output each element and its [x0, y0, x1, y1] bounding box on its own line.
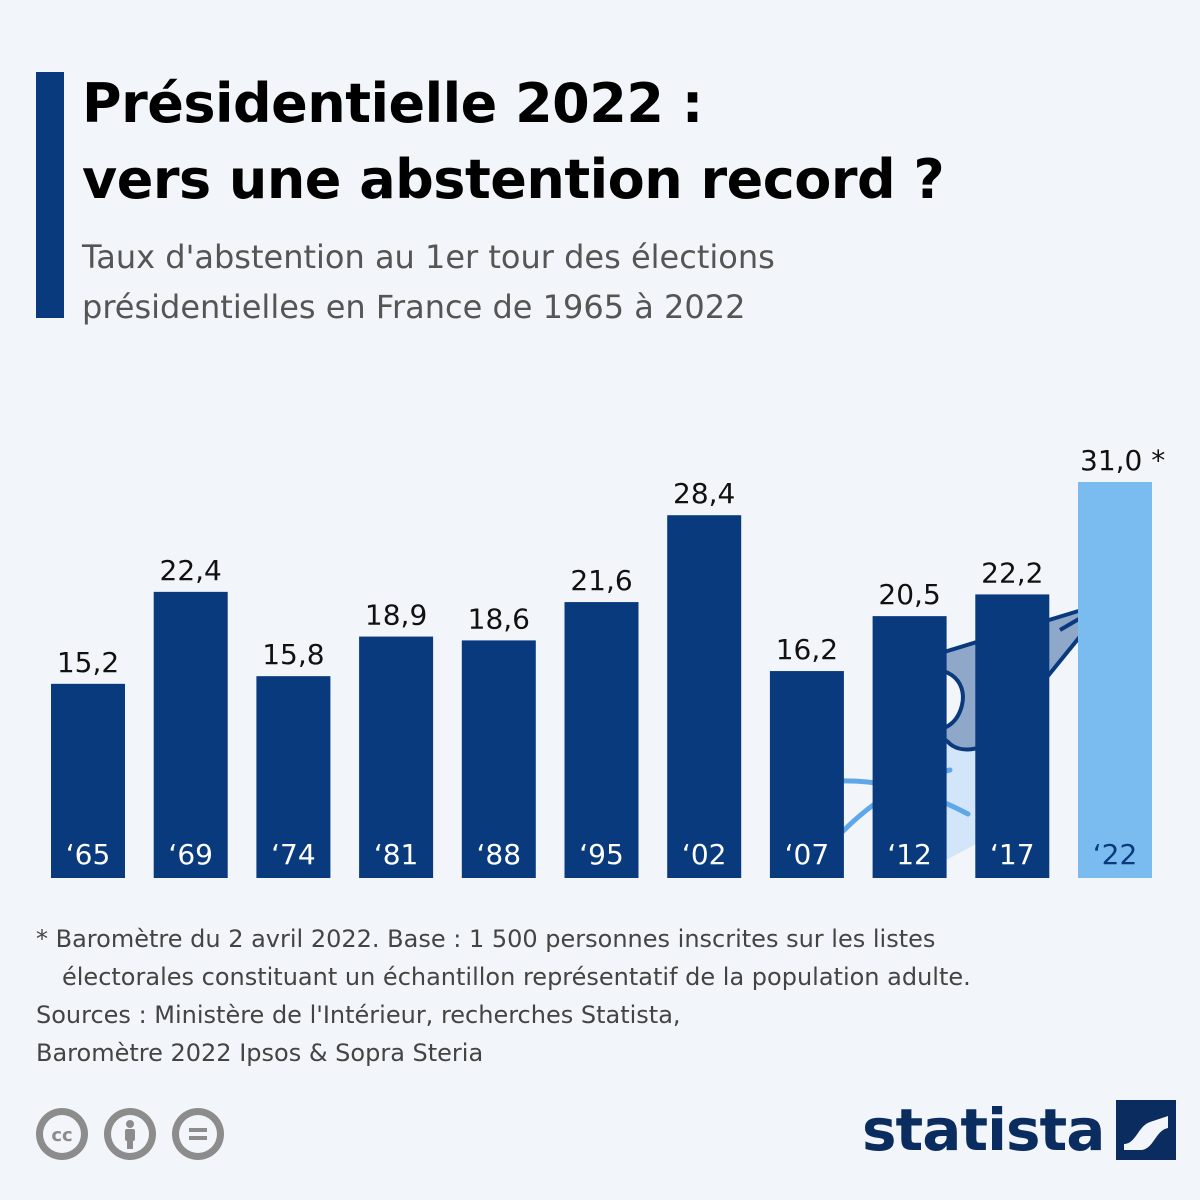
license-icons: cc	[36, 1108, 224, 1160]
value-label-4: 18,6	[468, 602, 530, 635]
title-line-2: vers une abstention record ?	[82, 148, 945, 211]
svg-text:cc: cc	[51, 1125, 72, 1146]
category-label-7: ‘07	[785, 838, 830, 871]
sources-line-2: Baromètre 2022 Ipsos & Sopra Steria	[36, 1039, 484, 1067]
page-title: Présidentielle 2022 : vers une abstentio…	[82, 66, 945, 218]
bar-4	[461, 640, 536, 878]
category-label-2: ‘74	[271, 838, 316, 871]
category-label-3: ‘81	[374, 838, 419, 871]
value-label-9: 22,2	[981, 556, 1043, 589]
bar-10	[1078, 482, 1152, 878]
subtitle-line-2: présidentielles en France de 1965 à 2022	[82, 288, 746, 326]
sources: Sources : Ministère de l'Intérieur, rech…	[36, 996, 681, 1072]
value-label-7: 16,2	[776, 633, 838, 666]
value-label-3: 18,9	[365, 599, 427, 632]
value-label-5: 21,6	[570, 564, 632, 597]
bar-1	[153, 591, 228, 878]
bar-chart: 15,2 ‘65 22,4 ‘69 15,8 ‘74 18,9 ‘81 18,6 ‘88 21,6 ‘…	[51, 444, 1165, 878]
value-label-2: 15,8	[262, 638, 324, 671]
category-label-10: ‘22	[1093, 838, 1138, 871]
category-label-5: ‘95	[579, 838, 624, 871]
value-label-10: 31,0 *	[1080, 444, 1165, 477]
footnote-line-2: électorales constituant un échantillon r…	[62, 963, 971, 991]
value-label-0: 15,2	[57, 646, 119, 679]
category-label-4: ‘88	[477, 838, 522, 871]
value-label-8: 20,5	[878, 578, 940, 611]
category-label-6: ‘02	[682, 838, 727, 871]
category-label-9: ‘17	[990, 838, 1035, 871]
subtitle-line-1: Taux d'abstention au 1er tour des électi…	[82, 238, 775, 276]
title-accent-bar	[36, 72, 64, 318]
bar-9	[975, 594, 1050, 878]
value-label-1: 22,4	[160, 554, 222, 587]
statista-logo-icon	[1116, 1100, 1177, 1160]
sources-line-1: Sources : Ministère de l'Intérieur, rech…	[36, 1001, 681, 1029]
attribution-icon[interactable]	[104, 1108, 156, 1160]
bar-6	[667, 515, 742, 878]
bar-8	[872, 616, 947, 878]
footnote-line-1: * Baromètre du 2 avril 2022. Base : 1 50…	[36, 925, 936, 953]
value-label-6: 28,4	[673, 477, 735, 510]
title-line-1: Présidentielle 2022 :	[82, 72, 703, 135]
bar-2	[256, 676, 331, 878]
category-label-8: ‘12	[887, 838, 932, 871]
bar-5	[564, 602, 639, 878]
chart-subtitle: Taux d'abstention au 1er tour des électi…	[82, 232, 775, 332]
footnote: * Baromètre du 2 avril 2022. Base : 1 50…	[36, 920, 1156, 996]
category-label-1: ‘69	[168, 838, 213, 871]
bar-0	[51, 683, 125, 878]
statista-brand[interactable]: statista	[862, 1096, 1177, 1164]
bar-7	[769, 671, 844, 878]
brand-name: statista	[862, 1096, 1105, 1164]
no-derivatives-icon[interactable]	[172, 1108, 224, 1160]
bars-layer: 15,2 ‘65 22,4 ‘69 15,8 ‘74 18,9 ‘81 18,6 ‘88 21,6 ‘…	[51, 444, 1165, 878]
creative-commons-icon[interactable]: cc	[36, 1108, 88, 1160]
category-label-0: ‘65	[66, 838, 111, 871]
bar-3	[359, 636, 434, 878]
